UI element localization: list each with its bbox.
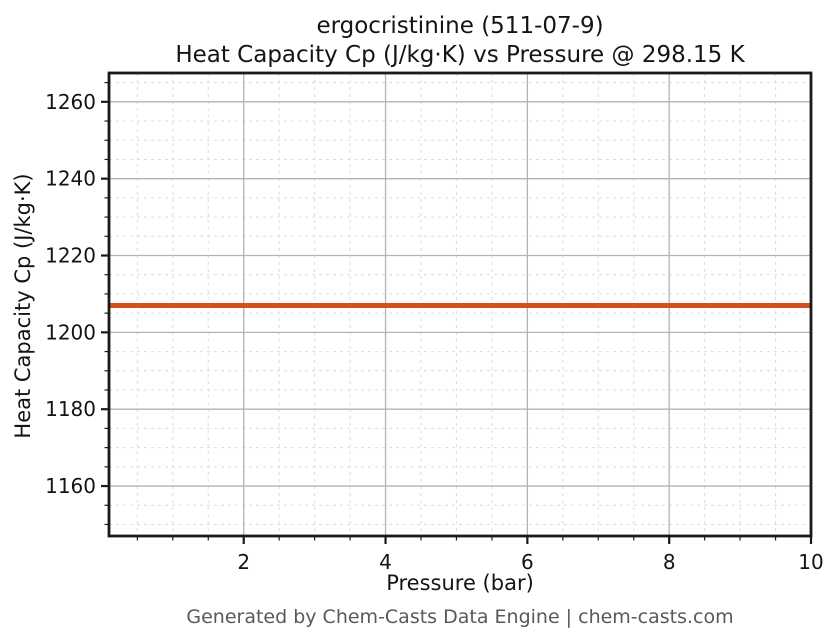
y-tick-label: 1260 [45,90,96,114]
chart-title: ergocristinine (511-07-9) Heat Capacity … [109,12,811,70]
y-tick-label: 1240 [45,167,96,191]
plot-border [107,71,813,538]
x-tick-label: 4 [379,550,392,574]
x-axis-label: Pressure (bar) [386,571,534,595]
x-tick-label: 8 [663,550,676,574]
x-tick-label: 6 [521,550,534,574]
y-tick-label: 1220 [45,244,96,268]
x-tick-label: 10 [798,550,823,574]
y-tick-label: 1200 [45,320,96,344]
y-tick-label: 1180 [45,397,96,421]
chart-title-line2: Heat Capacity Cp (J/kg·K) vs Pressure @ … [175,42,745,68]
chart-title-line1: ergocristinine (511-07-9) [316,13,604,39]
x-tick-label: 2 [237,550,250,574]
footer-credit: Generated by Chem-Casts Data Engine | ch… [186,606,734,628]
y-tick-label: 1160 [45,474,96,498]
y-axis-label: Heat Capacity Cp (J/kg·K) [11,173,35,439]
